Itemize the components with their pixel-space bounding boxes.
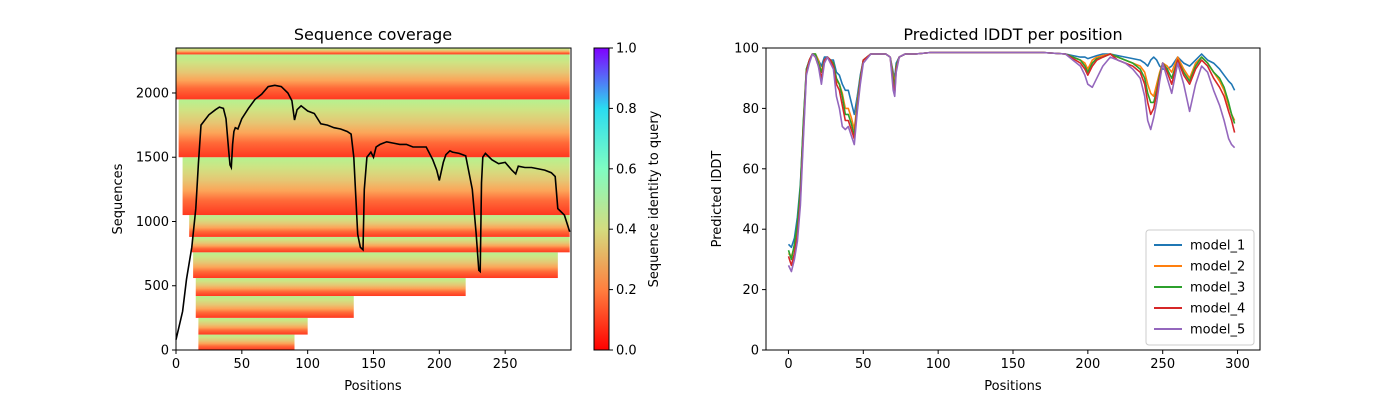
coverage-band <box>198 317 308 335</box>
x-axis-label: Positions <box>344 379 402 394</box>
colorbar-tick-label: 0.6 <box>616 162 637 177</box>
colorbar-tick-label: 0.8 <box>616 102 637 117</box>
coverage-heatmap <box>176 48 570 350</box>
chart-title: Sequence coverage <box>294 25 452 44</box>
series-line-model-2 <box>787 51 1236 258</box>
x-tick-label: 250 <box>1150 357 1175 372</box>
y-axis-label: Sequences <box>111 163 126 234</box>
y-tick-label: 1500 <box>136 151 169 166</box>
colorbar: 0.0 0.2 0.4 0.6 0.8 1.0 Sequence identity to … <box>593 42 662 359</box>
x-tick-label: 0 <box>172 357 180 372</box>
x-tick-label: 150 <box>361 357 386 372</box>
legend-label: model_5 <box>1190 323 1245 338</box>
y-tick-label: 100 <box>734 42 759 57</box>
coverage-line-path <box>175 84 571 340</box>
colorbar-label: Sequence identity to query <box>647 110 662 287</box>
x-tick-label: 50 <box>855 357 872 372</box>
coverage-band <box>178 99 570 158</box>
series-line-model-5 <box>787 51 1236 273</box>
coverage-band <box>191 236 570 253</box>
y-tick-label: 40 <box>742 223 759 238</box>
coverage-band <box>198 334 295 350</box>
coverage-band <box>182 157 570 216</box>
x-axis-label: Positions <box>984 379 1042 394</box>
x-axis-ticks: 0 50 100 150 200 250 300 <box>784 350 1250 372</box>
y-tick-label: 20 <box>742 283 759 298</box>
coverage-band <box>195 278 466 297</box>
x-axis-ticks: 0 50 100 150 200 250 <box>172 350 518 372</box>
colorbar-tick-label: 0.2 <box>616 283 637 298</box>
legend-label: model_2 <box>1190 260 1245 275</box>
y-tick-label: 0 <box>161 344 169 359</box>
legend-label: model_3 <box>1190 281 1245 296</box>
legend-box <box>1145 229 1255 346</box>
y-tick-label: 500 <box>144 279 169 294</box>
colorbar-tick-label: 0.0 <box>616 344 637 359</box>
sequence-coverage-chart: Sequence coverage 0 50 100 150 200 250 0 500 10… <box>111 25 572 394</box>
coverage-line <box>175 84 571 340</box>
y-tick-label: 1000 <box>136 215 169 230</box>
colorbar-tick-label: 1.0 <box>616 42 637 57</box>
plddt-chart: Predicted lDDT per position 0 50 100 150 200… <box>710 25 1261 394</box>
y-tick-label: 60 <box>742 162 759 177</box>
coverage-band <box>189 215 570 237</box>
coverage-band <box>195 296 354 318</box>
colorbar-ticks: 0.0 0.2 0.4 0.6 0.8 1.0 <box>609 42 637 359</box>
legend: model_1 model_2 model_3 model_4 model_5 <box>1145 229 1255 346</box>
colorbar-tick-label: 0.4 <box>616 223 637 238</box>
legend-label: model_1 <box>1190 239 1245 254</box>
x-tick-label: 100 <box>926 357 951 372</box>
x-tick-label: 200 <box>427 357 452 372</box>
x-tick-label: 50 <box>234 357 251 372</box>
coverage-band <box>193 252 558 279</box>
chart-title: Predicted lDDT per position <box>903 25 1122 44</box>
legend-label: model_4 <box>1190 302 1245 317</box>
y-tick-label: 80 <box>742 102 759 117</box>
x-tick-label: 100 <box>295 357 320 372</box>
y-tick-label: 2000 <box>136 86 169 101</box>
x-tick-label: 200 <box>1075 357 1100 372</box>
series-line-model-3 <box>787 51 1236 261</box>
plddt-series <box>787 51 1236 273</box>
x-tick-label: 250 <box>493 357 518 372</box>
x-tick-label: 150 <box>1001 357 1026 372</box>
x-tick-label: 300 <box>1225 357 1250 372</box>
y-axis-label: Predicted lDDT <box>710 151 725 248</box>
coverage-band <box>176 48 570 55</box>
y-axis-ticks: 0 500 1000 1500 2000 <box>136 86 176 359</box>
colorbar-gradient <box>593 47 610 351</box>
y-tick-label: 0 <box>751 344 759 359</box>
y-axis-ticks: 0 20 40 60 80 100 <box>734 42 766 359</box>
x-tick-label: 0 <box>784 357 792 372</box>
coverage-band <box>176 54 570 100</box>
